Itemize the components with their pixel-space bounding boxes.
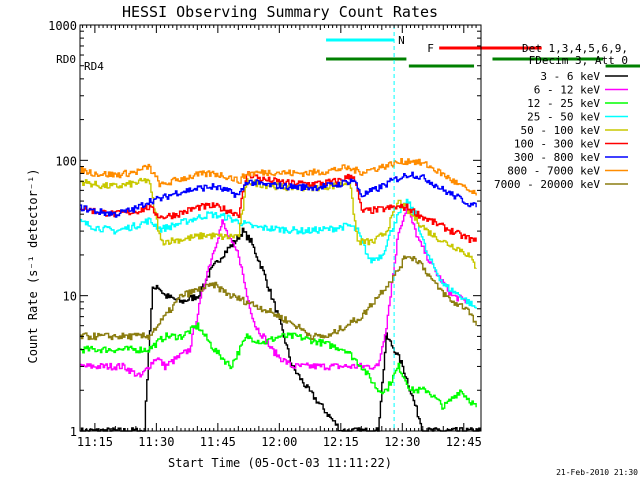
chart-title: HESSI Observing Summary Count Rates xyxy=(122,3,438,21)
series-line-9 xyxy=(80,255,477,341)
series-line-8 xyxy=(80,158,477,196)
legend-label-8: 800 - 7000 keV xyxy=(507,165,600,178)
x-tick-label-4: 12:00 xyxy=(261,435,297,449)
x-ticks: 11:15 11:30 11:45 12:00 12:15 12:30 12:45 xyxy=(77,25,482,449)
y-tick-label-4: 1000 xyxy=(48,19,77,33)
series-line-3 xyxy=(80,322,477,410)
x-axis-label: Start Time (05-Oct-03 11:11:22) xyxy=(168,456,392,470)
series-line-1 xyxy=(80,227,481,432)
flare-label: F xyxy=(427,42,434,55)
series-line-6 xyxy=(80,171,477,243)
legend-label-5: 50 - 100 keV xyxy=(521,124,601,137)
series-line-5 xyxy=(80,177,477,269)
annotation-layer: N F RD0 RD4 xyxy=(56,25,640,431)
legend-label-2: 6 - 12 keV xyxy=(534,84,601,97)
legend-header-line-2: FDecim 3, Att 0 xyxy=(529,54,628,67)
x-tick-label-6: 12:30 xyxy=(384,435,420,449)
x-tick-label-7: 12:45 xyxy=(446,435,482,449)
plot-frame xyxy=(79,24,482,432)
rd0-label: RD0 xyxy=(56,53,76,66)
x-tick-label-3: 11:45 xyxy=(200,435,236,449)
night-label: N xyxy=(398,34,405,47)
series-line-2 xyxy=(80,205,469,378)
x-tick-label-1: 11:15 xyxy=(77,435,113,449)
y-axis-label: Count Rate (s⁻¹ detector⁻¹) xyxy=(26,168,40,363)
x-tick-label-2: 11:30 xyxy=(138,435,174,449)
legend-label-4: 25 - 50 keV xyxy=(527,111,600,124)
y-ticks: 1 10 100 1000 xyxy=(48,19,481,439)
series-line-7 xyxy=(80,171,477,218)
y-tick-label-2: 10 xyxy=(63,290,77,304)
series-layer xyxy=(80,158,481,432)
legend-label-6: 100 - 300 keV xyxy=(514,138,600,151)
legend: Det 1,3,4,5,6,9, FDecim 3, Att 0 3 - 6 k… xyxy=(494,42,628,191)
legend-label-3: 12 - 25 keV xyxy=(527,97,600,110)
legend-header-line-1: Det 1,3,4,5,6,9, xyxy=(522,42,628,55)
x-tick-label-5: 12:15 xyxy=(323,435,359,449)
legend-label-7: 300 - 800 keV xyxy=(514,151,600,164)
legend-label-1: 3 - 6 keV xyxy=(540,70,600,83)
y-tick-label-1: 1 xyxy=(70,425,77,439)
rd4-label: RD4 xyxy=(84,60,104,73)
footer-timestamp: 21-Feb-2010 21:30 xyxy=(556,468,638,477)
y-tick-label-3: 100 xyxy=(55,154,77,168)
legend-label-9: 7000 - 20000 keV xyxy=(494,178,600,191)
